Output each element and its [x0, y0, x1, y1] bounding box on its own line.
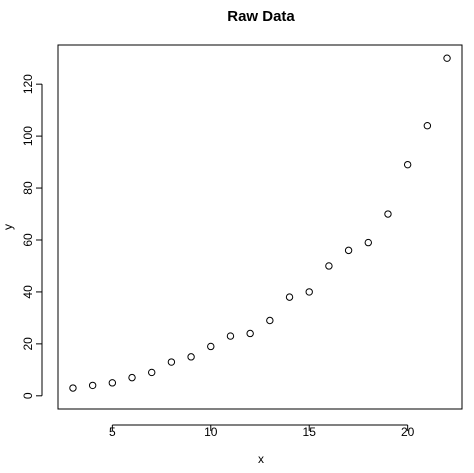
- x-axis: 5 10 15 20: [109, 424, 415, 439]
- chart-title: Raw Data: [227, 8, 295, 25]
- y-axis: 0 20 40 60 80 100 120: [21, 74, 43, 399]
- x-tick-label: 5: [109, 425, 116, 439]
- data-point: [187, 353, 195, 361]
- data-point: [364, 238, 372, 247]
- y-tick-label: 20: [21, 337, 35, 351]
- x-tick-label: 10: [204, 425, 218, 439]
- data-point: [384, 210, 392, 218]
- x-tick-label: 20: [401, 425, 415, 439]
- data-point: [403, 160, 412, 169]
- data-point: [148, 368, 156, 377]
- y-tick-label: 40: [21, 285, 35, 299]
- data-point: [443, 54, 451, 62]
- plot-frame: [57, 44, 463, 410]
- y-tick-label: 100: [21, 126, 35, 146]
- data-point: [226, 332, 235, 340]
- data-point: [88, 381, 97, 390]
- data-point: [167, 358, 176, 366]
- data-point: [344, 246, 353, 255]
- data-point: [207, 342, 215, 351]
- data-point: [266, 316, 274, 325]
- y-tick-label: 120: [21, 74, 35, 94]
- y-tick-label: 0: [21, 392, 35, 399]
- data-point: [305, 288, 313, 296]
- y-axis-label: y: [1, 224, 15, 230]
- x-axis-label: x: [258, 452, 264, 466]
- y-tick-label: 80: [21, 181, 35, 195]
- data-point: [325, 262, 333, 270]
- data-point: [69, 384, 77, 392]
- data-point: [108, 379, 117, 387]
- data-point: [423, 122, 432, 130]
- data-point: [128, 373, 136, 382]
- data-points: [69, 54, 451, 392]
- data-point: [246, 329, 254, 338]
- x-tick-label: 15: [303, 425, 317, 439]
- y-tick-label: 60: [21, 233, 35, 247]
- data-point: [285, 293, 294, 301]
